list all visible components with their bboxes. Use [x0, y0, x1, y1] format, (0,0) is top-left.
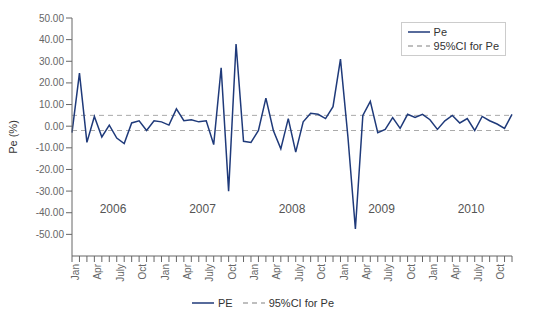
svg-text:40.00: 40.00: [39, 34, 64, 45]
svg-text:-50.00: -50.00: [36, 229, 65, 240]
svg-text:-30.00: -30.00: [36, 186, 65, 197]
svg-text:Jan: Jan: [70, 264, 81, 280]
svg-text:July: July: [473, 264, 484, 282]
svg-text:Apr: Apr: [92, 263, 103, 279]
svg-text:Oct: Oct: [137, 264, 148, 280]
svg-text:2009: 2009: [368, 202, 395, 216]
svg-text:2008: 2008: [279, 202, 306, 216]
html-text:95%CI for Pe: 95%CI for Pe: [268, 297, 334, 309]
svg-text:-20.00: -20.00: [36, 164, 65, 175]
svg-text:July: July: [204, 264, 215, 282]
svg-text:Pe (%): Pe (%): [8, 120, 19, 154]
svg-text:2010: 2010: [458, 202, 485, 216]
svg-text:Jan: Jan: [428, 264, 439, 280]
svg-text:2007: 2007: [189, 202, 216, 216]
svg-text:Oct: Oct: [406, 264, 417, 280]
svg-text:-10.00: -10.00: [36, 142, 65, 153]
svg-text:30.00: 30.00: [39, 56, 64, 67]
svg-text:2006: 2006: [100, 202, 127, 216]
html-text:PE: PE: [217, 297, 233, 309]
svg-text:July: July: [294, 264, 305, 282]
svg-text:50.00: 50.00: [39, 13, 64, 24]
svg-text:Oct: Oct: [495, 264, 506, 280]
svg-text:Apr: Apr: [271, 263, 282, 279]
svg-text:Oct: Oct: [227, 264, 238, 280]
html-text:95%CI for Pe: 95%CI for Pe: [433, 40, 499, 52]
svg-text:Apr: Apr: [450, 263, 461, 279]
svg-text:20.00: 20.00: [39, 77, 64, 88]
svg-text:Jan: Jan: [249, 264, 260, 280]
html-text:Pe: Pe: [433, 26, 447, 38]
svg-text:Apr: Apr: [182, 263, 193, 279]
svg-text:10.00: 10.00: [39, 99, 64, 110]
svg-text:-40.00: -40.00: [36, 207, 65, 218]
svg-text:Apr: Apr: [361, 263, 372, 279]
svg-text:Jan: Jan: [160, 264, 171, 280]
svg-text:0.00: 0.00: [45, 121, 65, 132]
svg-text:Jan: Jan: [339, 264, 350, 280]
svg-text:July: July: [383, 264, 394, 282]
svg-text:July: July: [115, 264, 126, 282]
svg-text:Oct: Oct: [316, 264, 327, 280]
